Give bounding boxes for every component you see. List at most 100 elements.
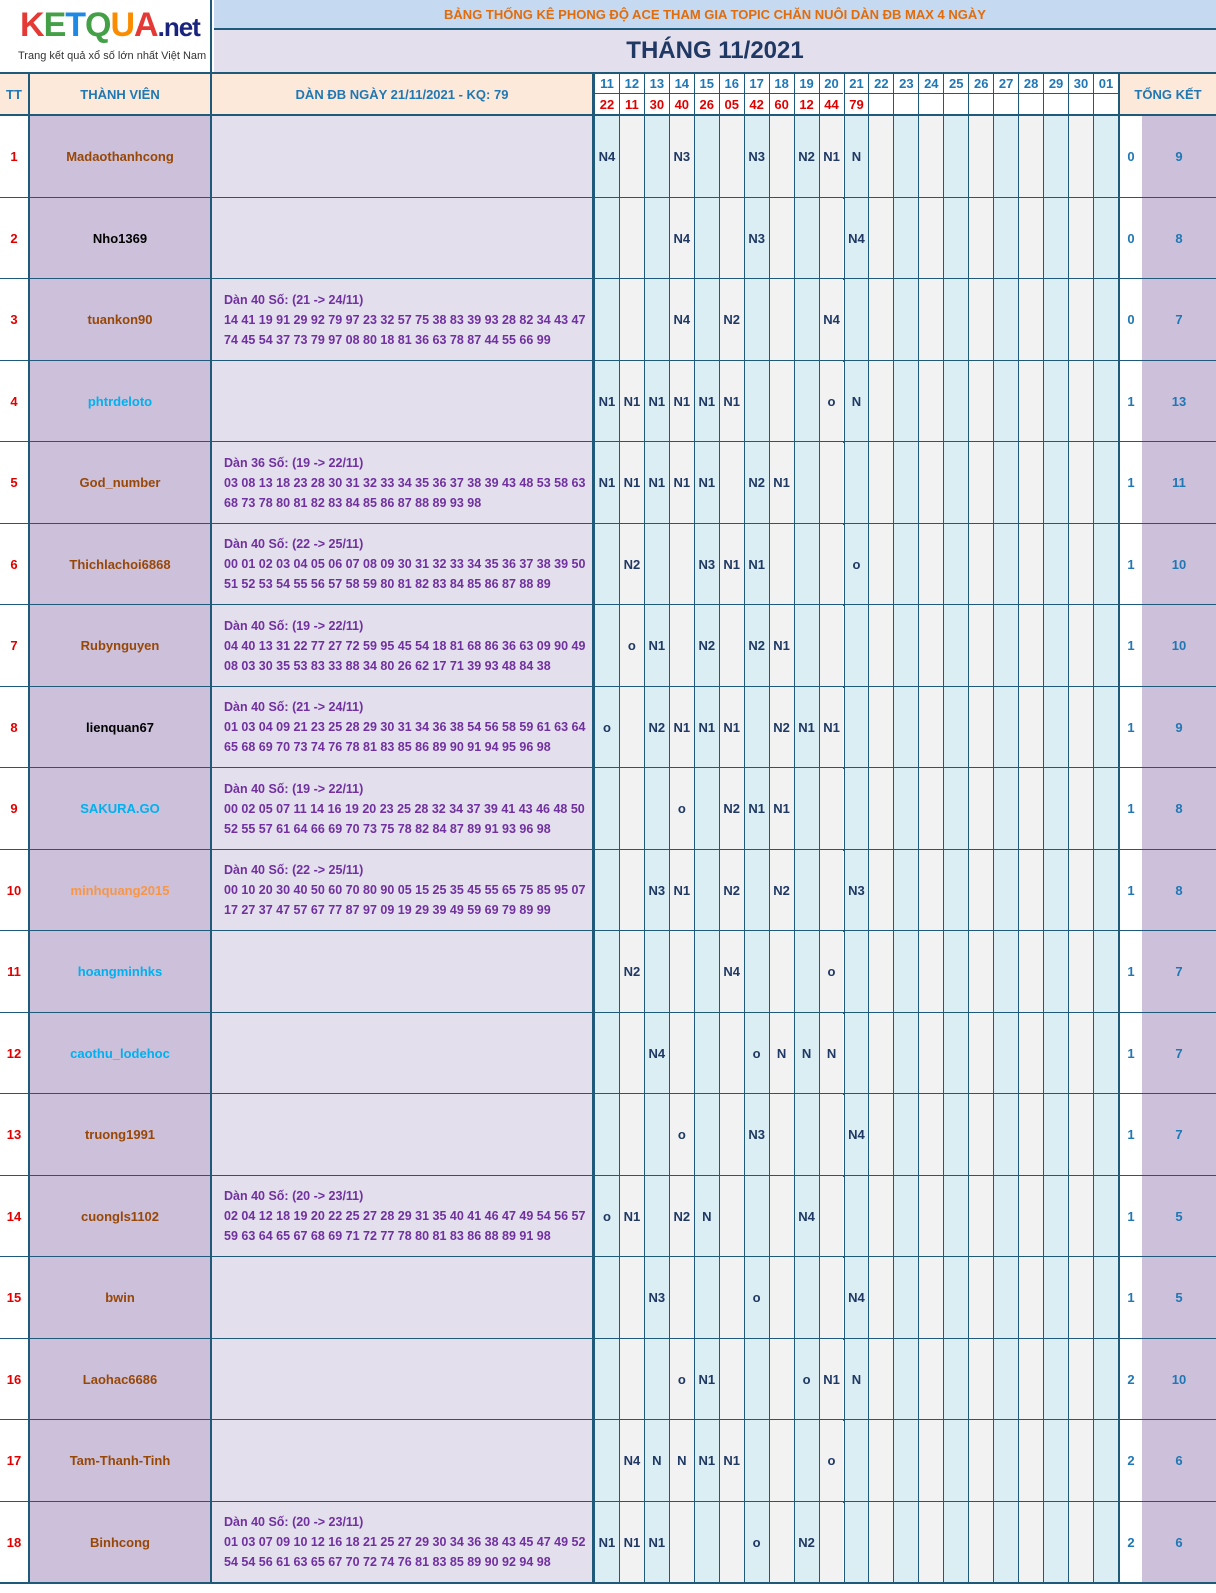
- member-name[interactable]: Tam-Thanh-Tinh: [28, 1420, 212, 1502]
- day-cell: N: [843, 116, 869, 198]
- dan-line: 17 27 37 47 57 67 77 87 97 09 19 29 39 4…: [224, 903, 551, 918]
- day-cell: [1068, 1012, 1093, 1094]
- dan-line: 68 73 78 80 81 82 83 84 85 86 87 88 89 9…: [224, 495, 482, 510]
- dan-numbers: [212, 931, 594, 1013]
- day-cell: [818, 1094, 844, 1176]
- day-cell: [918, 1175, 944, 1257]
- total-score: 9: [1142, 116, 1216, 198]
- day-cell: N2: [693, 605, 719, 687]
- member-name[interactable]: Laohac6686: [28, 1338, 212, 1420]
- day-cell: [1093, 523, 1118, 605]
- day-result: 60: [768, 94, 794, 114]
- day-cell: [993, 1257, 1019, 1339]
- day-cell: N1: [668, 849, 694, 931]
- day-cell: N1: [594, 1501, 619, 1583]
- day-cell: N2: [743, 442, 769, 524]
- day-cell: [793, 1257, 819, 1339]
- member-name[interactable]: phtrdeloto: [28, 360, 212, 442]
- total-score: 7: [1142, 931, 1216, 1013]
- day-cell: [993, 605, 1019, 687]
- row-number: 4: [0, 360, 28, 442]
- member-name[interactable]: Nho1369: [28, 197, 212, 279]
- day-cell: [1018, 1501, 1044, 1583]
- day-cell: [594, 1012, 619, 1094]
- member-name[interactable]: cuongls1102: [28, 1175, 212, 1257]
- day-cell: [1043, 1501, 1069, 1583]
- day-cell: [943, 1257, 969, 1339]
- day-cell: [918, 1501, 944, 1583]
- day-label: 26: [968, 74, 994, 94]
- day-cell: [1018, 197, 1044, 279]
- dan-numbers: Dàn 40 Số: (19 -> 22/11) 04 40 13 31 22 7…: [212, 605, 594, 687]
- day-cell: [618, 1338, 644, 1420]
- day-cell: N1: [818, 1338, 844, 1420]
- day-cell: [943, 1094, 969, 1176]
- day-cell: [1043, 279, 1069, 361]
- day-label: 27: [993, 74, 1019, 94]
- day-cell: [1043, 442, 1069, 524]
- member-name[interactable]: caothu_lodehoc: [28, 1012, 212, 1094]
- day-cell: N2: [768, 849, 794, 931]
- day-result: 22: [594, 94, 619, 114]
- day-cell: [968, 1175, 994, 1257]
- day-cell: N1: [643, 360, 669, 442]
- day-cell: N1: [668, 686, 694, 768]
- dan-line: 74 45 54 37 73 79 97 08 80 18 81 36 63 7…: [224, 332, 551, 347]
- day-cell: [893, 1338, 919, 1420]
- day-cell: [943, 1338, 969, 1420]
- day-cell: o: [743, 1257, 769, 1339]
- day-result: 42: [743, 94, 769, 114]
- day-cell: N1: [718, 360, 744, 442]
- day-cell: N1: [818, 116, 844, 198]
- member-name[interactable]: Thichlachoi6868: [28, 523, 212, 605]
- member-name[interactable]: minhquang2015: [28, 849, 212, 931]
- row-number: 13: [0, 1094, 28, 1176]
- day-cell: [1043, 1012, 1069, 1094]
- member-name[interactable]: Binhcong: [28, 1501, 212, 1583]
- member-name[interactable]: hoangminhks: [28, 931, 212, 1013]
- day-cell: [993, 523, 1019, 605]
- day-cell: N4: [843, 1094, 869, 1176]
- member-name[interactable]: Madaothanhcong: [28, 116, 212, 198]
- day-cell: o: [668, 1094, 694, 1176]
- hit-count: 1: [1118, 686, 1142, 768]
- dan-numbers: Dàn 40 Số: (21 -> 24/11) 14 41 19 91 29 9…: [212, 279, 594, 361]
- day-cell: [1068, 442, 1093, 524]
- day-cell: N1: [594, 442, 619, 524]
- day-cell: N: [693, 1175, 719, 1257]
- header-dan: DÀN ĐB NGÀY 21/11/2021 - KQ: 79: [212, 72, 594, 116]
- day-cell: [893, 1175, 919, 1257]
- day-cell: [693, 768, 719, 850]
- day-result: [968, 94, 993, 114]
- day-result: [1093, 94, 1118, 114]
- dan-line: 00 10 20 30 40 50 60 70 80 90 05 15 25 3…: [224, 883, 586, 898]
- member-name[interactable]: SAKURA.GO: [28, 768, 212, 850]
- ketqua-logo[interactable]: KETQUA.net Trang kết quả xổ số lớn nhất …: [0, 0, 212, 72]
- hit-count: 1: [1118, 1257, 1142, 1339]
- dan-line: 14 41 19 91 29 92 79 97 23 32 57 75 38 8…: [224, 312, 586, 327]
- total-score: 5: [1142, 1257, 1216, 1339]
- day-cell: [868, 1257, 894, 1339]
- member-name[interactable]: Rubynguyen: [28, 605, 212, 687]
- header-tt: TT: [0, 72, 28, 116]
- day-cell: N1: [618, 1501, 644, 1583]
- day-result: 05: [718, 94, 744, 114]
- dan-line: 02 04 12 18 19 20 22 25 27 28 29 31 35 4…: [224, 1209, 586, 1224]
- day-cell: [1043, 686, 1069, 768]
- day-cell: [918, 768, 944, 850]
- day-cell: [643, 116, 669, 198]
- day-result: [1018, 94, 1043, 114]
- day-cell: [693, 1012, 719, 1094]
- day-cell: [943, 279, 969, 361]
- day-cell: [818, 849, 844, 931]
- dan-line: 51 52 53 54 55 56 57 58 59 80 81 82 83 8…: [224, 577, 551, 592]
- member-name[interactable]: tuankon90: [28, 279, 212, 361]
- day-cell: [943, 523, 969, 605]
- day-label: 28: [1018, 74, 1044, 94]
- day-cell: N4: [643, 1012, 669, 1094]
- member-name[interactable]: bwin: [28, 1257, 212, 1339]
- member-name[interactable]: truong1991: [28, 1094, 212, 1176]
- day-label: 19: [793, 74, 819, 94]
- member-name[interactable]: God_number: [28, 442, 212, 524]
- member-name[interactable]: lienquan67: [28, 686, 212, 768]
